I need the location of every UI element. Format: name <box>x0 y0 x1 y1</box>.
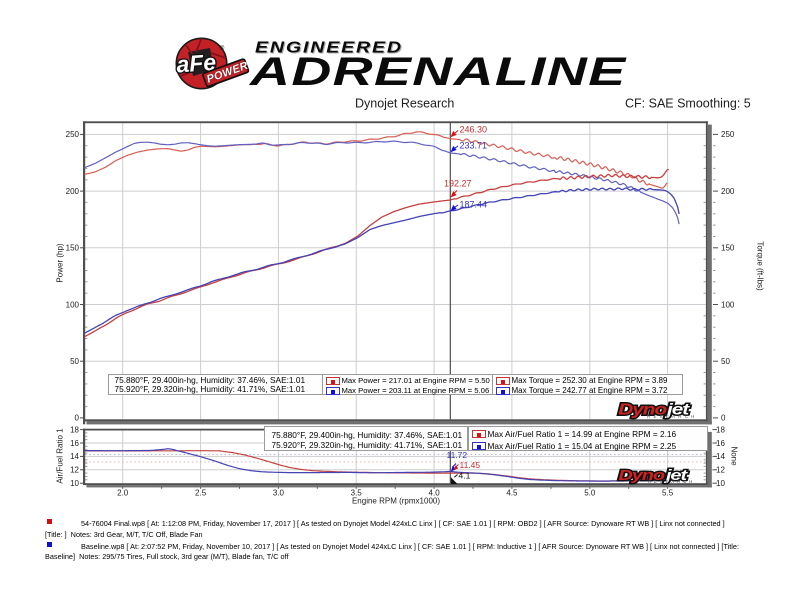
svg-text:14: 14 <box>70 452 79 461</box>
svg-text:50: 50 <box>721 357 730 366</box>
svg-text:11.72: 11.72 <box>447 450 468 460</box>
svg-text:®: ® <box>220 44 225 52</box>
svg-text:18: 18 <box>70 425 79 434</box>
svg-text:10: 10 <box>70 479 79 488</box>
svg-text:187.44: 187.44 <box>460 200 488 210</box>
svg-text:12: 12 <box>716 466 725 475</box>
svg-text:3.5: 3.5 <box>351 489 363 498</box>
svg-text:0: 0 <box>75 414 80 423</box>
svg-text:250: 250 <box>721 130 735 139</box>
svg-text:0: 0 <box>721 414 726 423</box>
svg-text:RESEARCH: RESEARCH <box>647 414 698 419</box>
svg-text:ADRENALINE: ADRENALINE <box>249 50 627 94</box>
svg-text:10: 10 <box>716 479 725 488</box>
svg-text:12: 12 <box>70 466 79 475</box>
svg-text:16: 16 <box>70 439 79 448</box>
svg-text:jet: jet <box>665 400 690 418</box>
svg-text:Dyno: Dyno <box>618 467 665 484</box>
svg-text:5.5: 5.5 <box>662 489 674 498</box>
svg-text:11.45: 11.45 <box>460 460 481 470</box>
svg-text:4.1: 4.1 <box>459 471 471 481</box>
svg-text:Dyno: Dyno <box>618 400 666 418</box>
svg-text:2.5: 2.5 <box>195 489 207 498</box>
svg-text:16: 16 <box>716 439 725 448</box>
svg-text:4.0: 4.0 <box>429 489 441 498</box>
svg-text:None: None <box>730 446 739 466</box>
svg-text:233.71: 233.71 <box>460 141 488 151</box>
svg-text:3.0: 3.0 <box>273 489 285 498</box>
svg-text:200: 200 <box>66 187 80 196</box>
svg-text:150: 150 <box>721 244 735 253</box>
svg-text:jet: jet <box>664 467 689 484</box>
svg-text:CF: SAE Smoothing: 5: CF: SAE Smoothing: 5 <box>625 97 751 111</box>
svg-text:ENGINEERED: ENGINEERED <box>255 38 403 56</box>
svg-text:100: 100 <box>66 300 80 309</box>
svg-text:Air/Fuel Ratio 1: Air/Fuel Ratio 1 <box>56 428 65 484</box>
svg-text:150: 150 <box>66 244 80 253</box>
svg-text:2.0: 2.0 <box>117 489 129 498</box>
svg-text:250: 250 <box>66 130 80 139</box>
svg-text:192.27: 192.27 <box>444 179 472 189</box>
svg-text:4.5: 4.5 <box>506 489 518 498</box>
svg-text:Engine RPM (rpmx1000): Engine RPM (rpmx1000) <box>352 497 440 506</box>
svg-text:Dynojet Research: Dynojet Research <box>355 97 454 111</box>
svg-text:50: 50 <box>70 357 79 366</box>
svg-text:Torque (ft-lbs): Torque (ft-lbs) <box>756 241 765 291</box>
svg-text:100: 100 <box>721 300 735 309</box>
svg-text:200: 200 <box>721 187 735 196</box>
svg-text:14: 14 <box>716 452 725 461</box>
svg-text:5.0: 5.0 <box>584 489 596 498</box>
svg-text:RESEARCH: RESEARCH <box>648 479 695 484</box>
svg-text:Power (hp): Power (hp) <box>56 243 65 282</box>
svg-text:18: 18 <box>716 425 725 434</box>
svg-text:246.30: 246.30 <box>460 125 488 135</box>
